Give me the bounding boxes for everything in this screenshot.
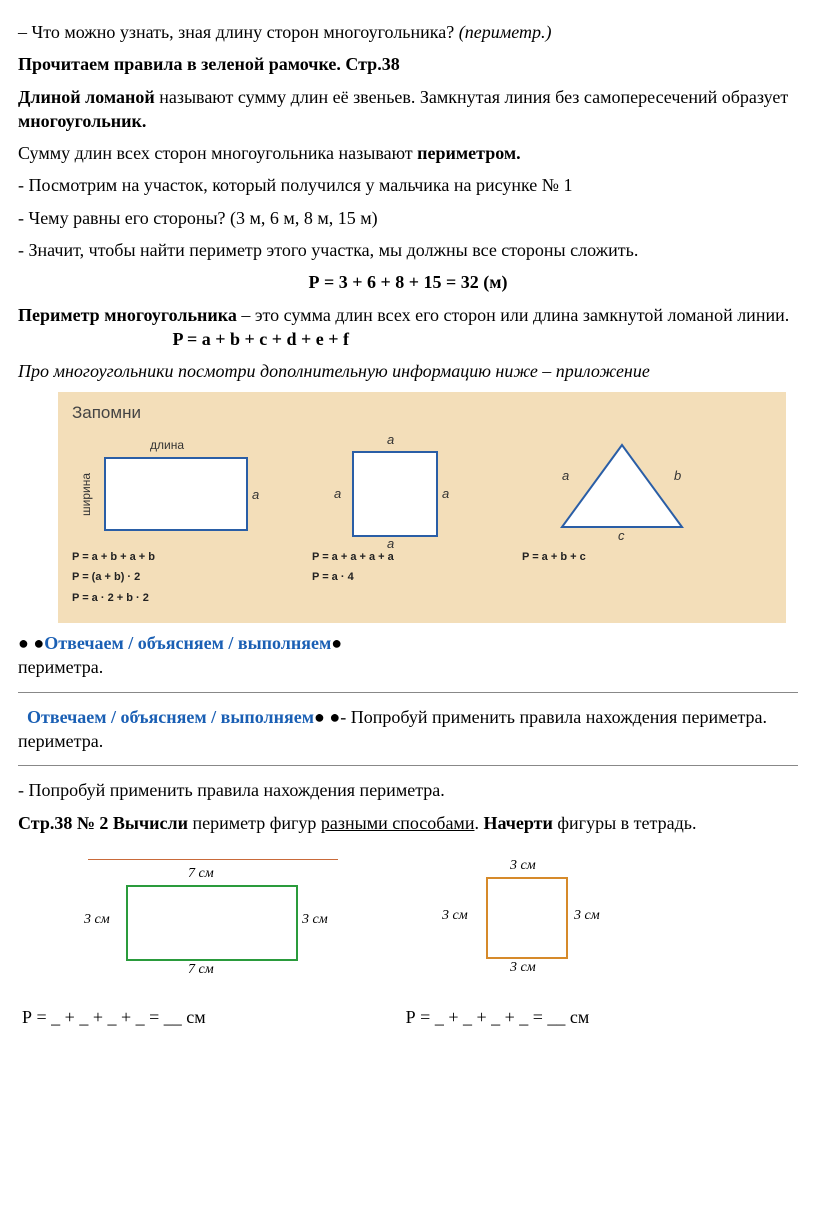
sides-text: - Чему равны его стороны? (3 м, 6 м, 8 м… (18, 206, 798, 230)
triangle-shape (552, 441, 692, 541)
def1-term: Длиной ломаной (18, 87, 155, 107)
ex-a: Стр.38 № 2 Вычисли (18, 813, 188, 833)
er-top: 7 см (188, 865, 214, 884)
remember-title: Запомни (72, 402, 772, 425)
es-left: 3 см (442, 907, 468, 926)
exercise-rect-topline (88, 859, 338, 860)
es-bot: 3 см (510, 959, 536, 978)
square-column: a a a a P = a + a + a + a P = a · 4 (312, 431, 482, 589)
sq-formulas: P = a + a + a + a P = a · 4 (312, 547, 482, 589)
perimetra-2: периметра. (18, 731, 103, 751)
def1-term2: многоугольник. (18, 111, 146, 131)
es-top: 3 см (510, 857, 536, 876)
try-1: - Попробуй применить правила нахождения … (340, 707, 767, 727)
rectangle-area: длина ширина a (72, 431, 272, 541)
square-area: a a a a (312, 431, 482, 541)
eq-sq: Р = _ + _ + _ + _ = __ см (406, 1005, 590, 1029)
perim-body: – это сумма длин всех его сторон или дли… (237, 305, 789, 325)
rectangle-column: длина ширина a P = a + b + a + b P = (a … (72, 431, 272, 610)
perimetra-1: периметра. (18, 657, 103, 677)
triangle-area: a b c (522, 431, 722, 541)
answer-link-1: Отвечаем / объясняем / выполняем (44, 633, 331, 653)
exercise-rectangle (126, 885, 298, 961)
rectangle-shape (104, 457, 248, 531)
tri-formula: P = a + b + c (522, 547, 722, 568)
def2-body: Сумму длин всех сторон многоугольника на… (18, 143, 417, 163)
look-text: - Посмотрим на участок, который получилс… (18, 173, 798, 197)
tri-label-b: b (674, 467, 681, 485)
def2-term: периметром. (417, 143, 520, 163)
er-left: 3 см (84, 911, 110, 930)
es-right: 3 см (574, 907, 600, 926)
exercise-sq-col: 3 см 3 см 3 см 3 см (418, 845, 638, 995)
perim-term: Периметр многоугольника (18, 305, 237, 325)
answer-link-2: Отвечаем / объясняем / выполняем (27, 707, 314, 727)
def1-body: называют сумму длин её звеньев. Замкнута… (155, 87, 789, 107)
definition-perimeter: Сумму длин всех сторон многоугольника на… (18, 141, 798, 165)
perimeter-definition: Периметр многоугольника – это сумма длин… (18, 303, 798, 352)
q1-answer: (периметр.) (459, 22, 552, 42)
er-right: 3 см (302, 911, 328, 930)
divider-1 (18, 692, 798, 693)
exercise-heading: Стр.38 № 2 Вычисли периметр фигур разным… (18, 811, 798, 835)
divider-2 (18, 765, 798, 766)
so-text: - Значит, чтобы найти периметр этого уча… (18, 238, 798, 262)
label-a-rect: a (252, 486, 259, 504)
try-line: - Попробуй применить правила нахождения … (18, 778, 798, 802)
exercise-sq-area: 3 см 3 см 3 см 3 см (418, 845, 638, 995)
triangle-column: a b c P = a + b + c (522, 431, 722, 568)
answer-line-1: ● ●Отвечаем / объясняем / выполняем● пер… (18, 631, 798, 680)
definition-lomanaya: Длиной ломаной называют сумму длин её зв… (18, 85, 798, 134)
equation-center: Р = 3 + 6 + 8 + 15 = 32 (м) (18, 270, 798, 294)
answer-line-2: Отвечаем / объясняем / выполняем● ●- Поп… (18, 705, 798, 754)
square-shape (352, 451, 438, 537)
question-1: – Что можно узнать, зная длину сторон мн… (18, 20, 798, 44)
rect-formulas: P = a + b + a + b P = (a + b) · 2 P = a … (72, 547, 272, 610)
label-shirina: ширина (78, 473, 94, 516)
read-rules: Прочитаем правила в зеленой рамочке. Стр… (18, 52, 798, 76)
equations-row: Р = _ + _ + _ + _ = __ см Р = _ + _ + _ … (22, 1005, 798, 1029)
q1-text: – Что можно узнать, зная длину сторон мн… (18, 22, 459, 42)
eq-rect: Р = _ + _ + _ + _ = __ см (22, 1005, 206, 1029)
exercise-square (486, 877, 568, 959)
ex-e: Начерти (483, 813, 552, 833)
sq-label-top: a (387, 431, 394, 449)
label-dlina: длина (150, 437, 184, 453)
exercise-row: 7 см 3 см 3 см 7 см 3 см 3 см 3 см 3 см (78, 845, 798, 995)
tri-label-c: c (618, 527, 625, 545)
ex-f: фигуры в тетрадь. (553, 813, 697, 833)
about-polygons: Про многоугольники посмотри дополнительн… (18, 359, 798, 383)
er-bot: 7 см (188, 961, 214, 980)
sq-label-right: a (442, 485, 449, 503)
sq-label-left: a (334, 485, 341, 503)
shapes-row: длина ширина a P = a + b + a + b P = (a … (72, 431, 772, 610)
ex-b: периметр фигур (188, 813, 321, 833)
sq-label-bottom: a (387, 535, 394, 553)
exercise-rect-col: 7 см 3 см 3 см 7 см (78, 845, 338, 995)
ex-c: разными способами (321, 813, 475, 833)
tri-label-a: a (562, 467, 569, 485)
exercise-rect-area: 7 см 3 см 3 см 7 см (78, 845, 338, 995)
perim-formula: P = a + b + c + d + e + f (173, 329, 350, 349)
remember-box: Запомни длина ширина a P = a + b + a + b… (58, 392, 786, 624)
